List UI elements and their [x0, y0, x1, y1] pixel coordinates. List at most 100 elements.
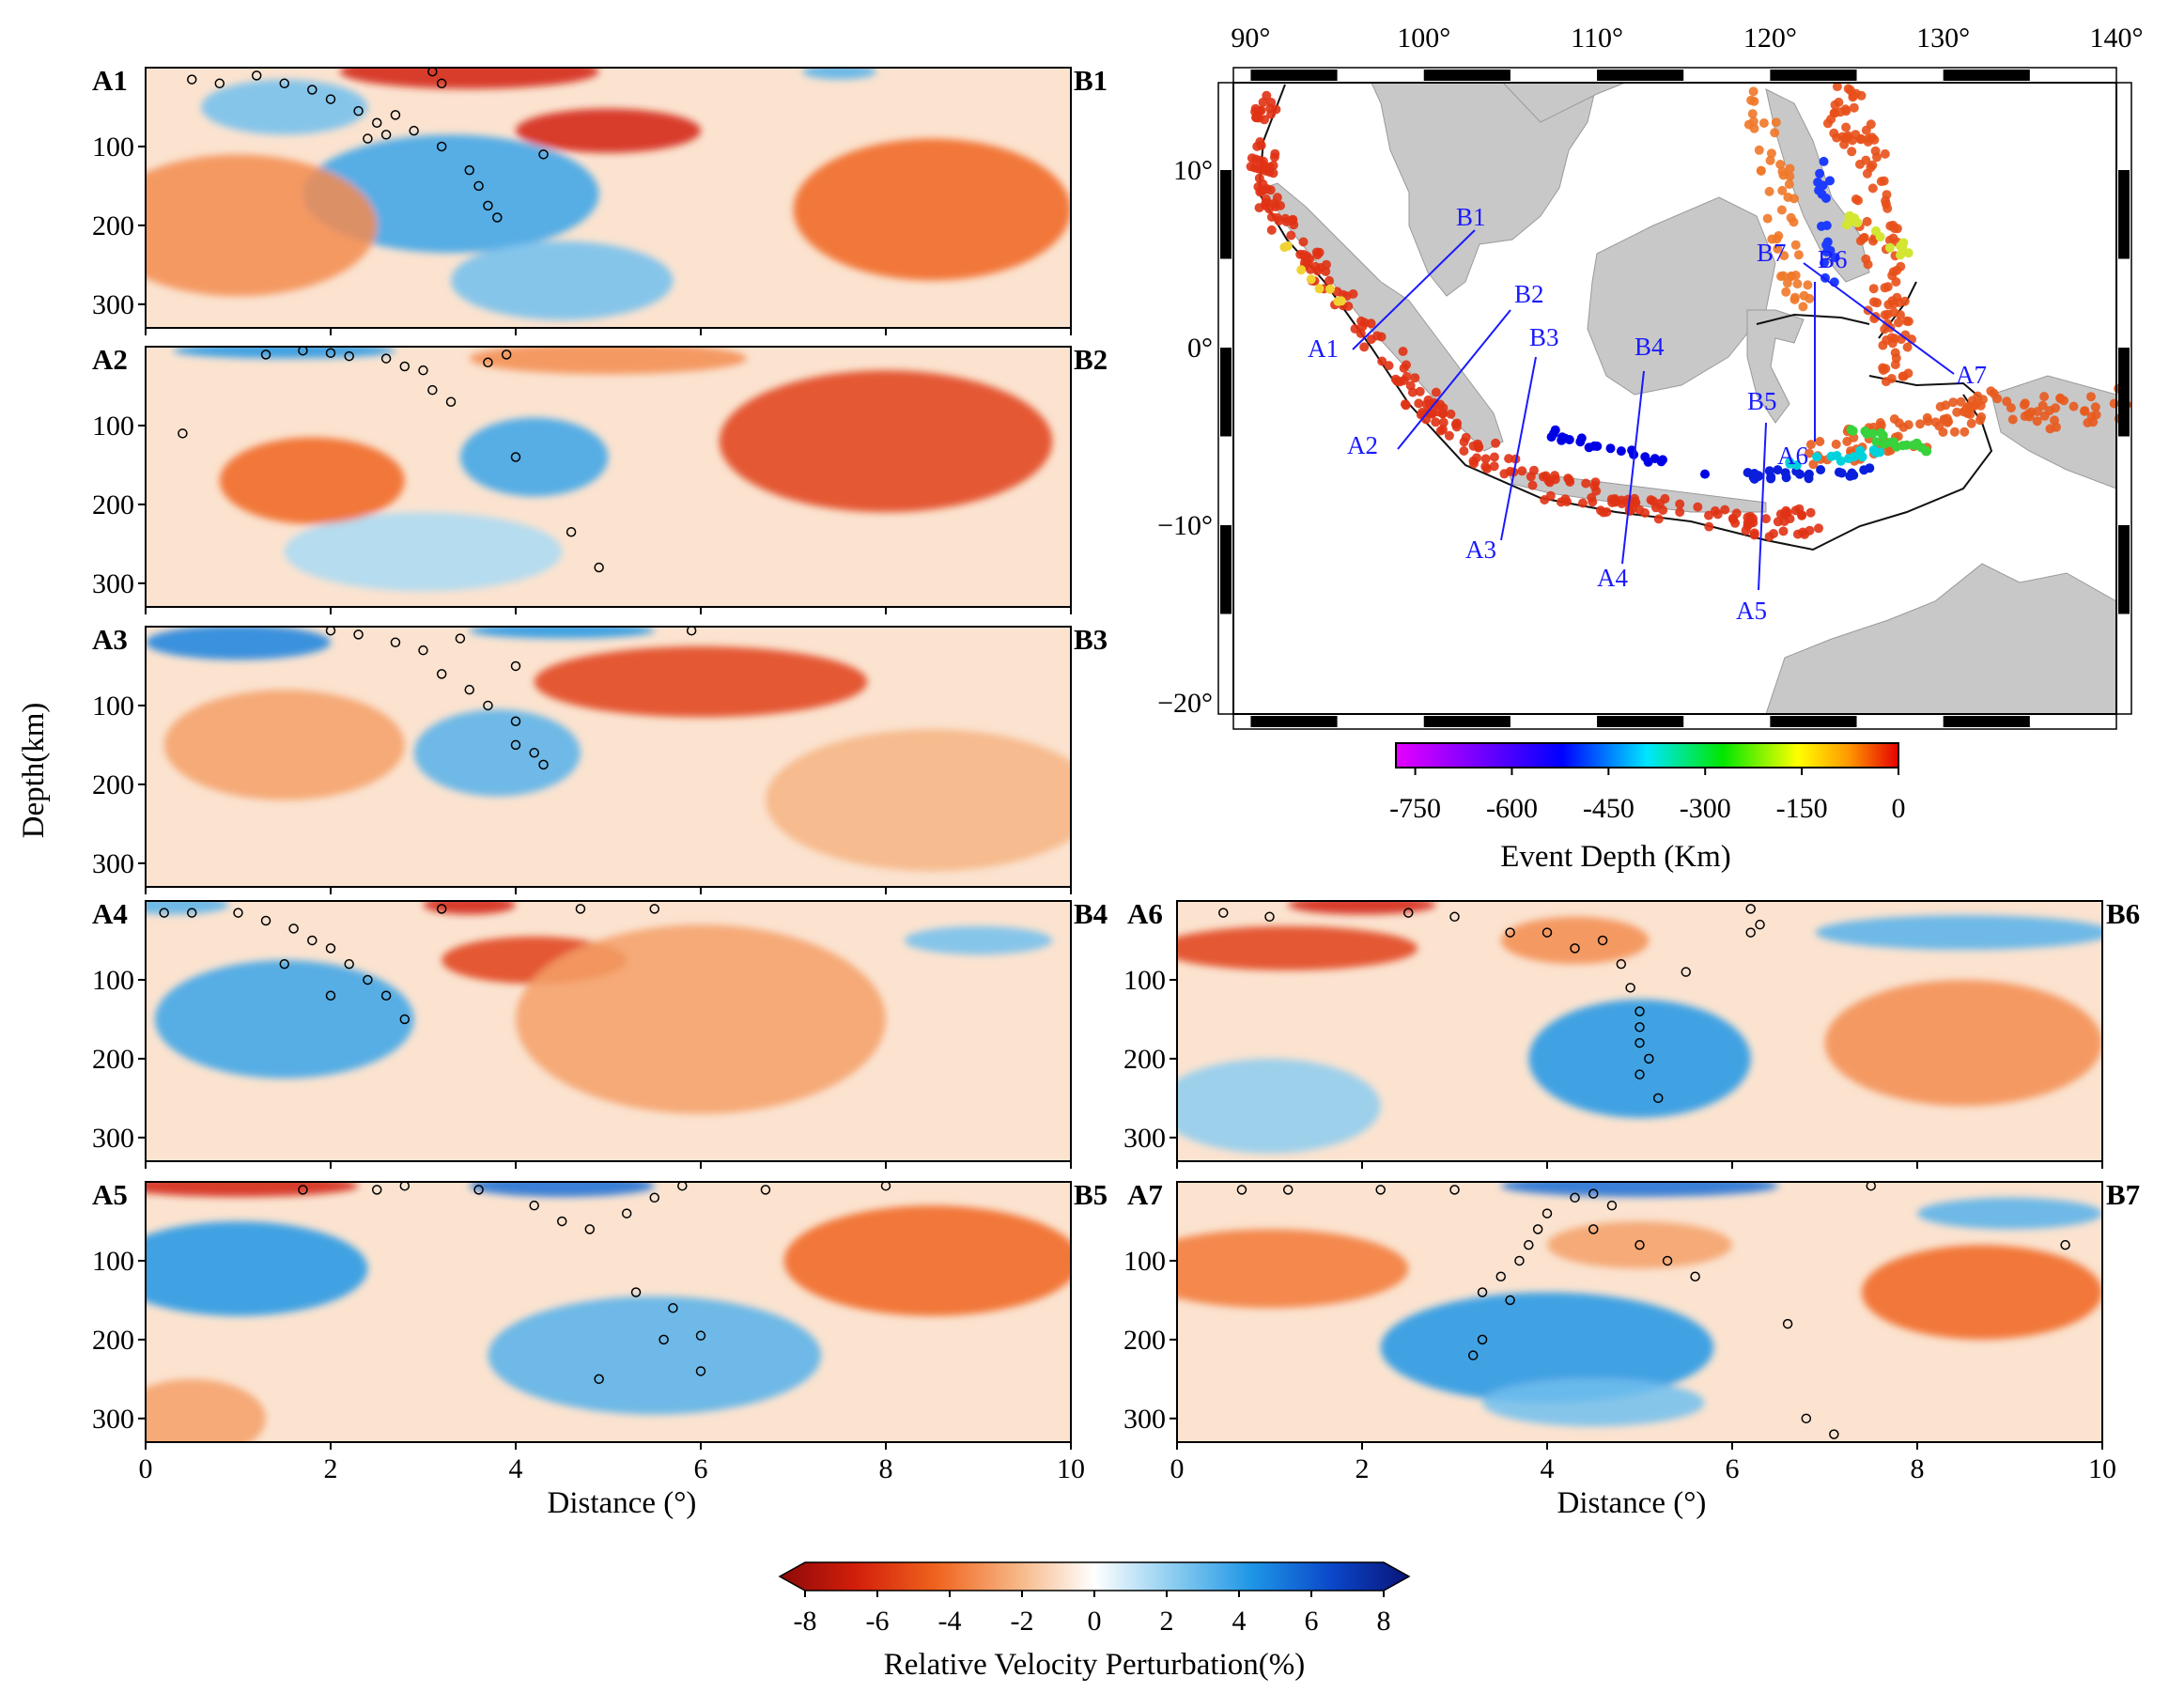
frame-strip-left — [1217, 82, 1234, 715]
velocity-anomaly-high-1 — [146, 901, 229, 915]
velocity-anomaly-high-2 — [469, 1182, 655, 1197]
epicenter-shallow — [1565, 477, 1575, 487]
epicenter-shallow — [1377, 356, 1387, 366]
map-profile-label-a7: A7 — [1956, 361, 1987, 389]
epicenter-shallow — [1538, 472, 1548, 482]
epicenter-shallow — [1459, 446, 1469, 456]
epicenter-deep — [1700, 469, 1710, 479]
frame-bar-left — [1220, 170, 1232, 259]
epicenter-deep — [1871, 437, 1882, 447]
epicenter-shallow — [1798, 302, 1808, 312]
epicenter-shallow — [2080, 406, 2090, 416]
velocity-tick-label-8: 8 — [1377, 1606, 1391, 1637]
velocity-anomaly-high-0 — [173, 347, 395, 359]
earthquake-event — [372, 117, 382, 129]
epicenter-deep — [1849, 470, 1859, 480]
epicenter-shallow — [1269, 152, 1279, 163]
epicenter-deep — [1830, 253, 1840, 263]
y-tick-label-300: 300 — [92, 568, 134, 599]
epicenter-deep — [1825, 176, 1835, 186]
epicenter-shallow — [1868, 297, 1879, 307]
epicenter-shallow — [1805, 448, 1814, 458]
map-profile-label-b7: B7 — [1757, 239, 1787, 267]
epicenter-deep — [1903, 248, 1913, 258]
x-tick-label-4: 4 — [1541, 1453, 1555, 1484]
earthquake-event — [390, 637, 401, 648]
epicenter-shallow — [1851, 194, 1861, 204]
epicenter-deep — [1584, 443, 1594, 453]
epicenter-deep — [1909, 440, 1918, 450]
map-profile-label-b6: B6 — [1818, 245, 1848, 273]
profile-end-label-b2: B2 — [1074, 343, 1108, 376]
earthquake-event — [529, 748, 539, 758]
epicenter-shallow — [1772, 234, 1782, 244]
epicenter-deep — [1794, 469, 1805, 479]
event-colorbar-bar — [1395, 742, 1899, 769]
epicenter-shallow — [1630, 493, 1639, 504]
epicenter-shallow — [1829, 128, 1839, 138]
profile-end-label-b3: B3 — [1074, 623, 1108, 656]
velocity-anomaly-high-1 — [451, 241, 674, 320]
earthquake-event — [353, 105, 364, 116]
epicenter-deep — [1780, 468, 1790, 478]
earthquake-event — [1588, 1224, 1599, 1234]
earthquake-event — [260, 349, 271, 360]
epicenter-shallow — [1922, 412, 1932, 423]
velocity-colorbar-bar — [778, 1561, 1411, 1592]
profile-end-label-b7: B7 — [2106, 1178, 2140, 1211]
profile-start-label-a7: A7 — [1127, 1178, 1163, 1211]
epicenter-shallow — [1588, 497, 1598, 507]
earthquake-event — [557, 1216, 567, 1227]
land-borneo — [1587, 196, 1776, 396]
velocity-anomaly-low-5 — [766, 729, 1071, 872]
earthquake-event — [1524, 1239, 1534, 1250]
earthquake-event — [483, 357, 493, 368]
x-tick-label-8: 8 — [1911, 1453, 1925, 1484]
frame-bar-top — [1423, 70, 1511, 81]
epicenter-shallow — [1935, 401, 1945, 411]
epicenter-shallow — [1851, 88, 1861, 99]
velocity-anomaly-low-6 — [793, 138, 1071, 281]
earthquake-event — [658, 1334, 669, 1345]
y-tick-label-100: 100 — [92, 1246, 134, 1277]
velocity-tick-label-2: -2 — [1011, 1606, 1034, 1637]
profile-start-label-a3: A3 — [92, 623, 128, 656]
epicenter-shallow — [1435, 399, 1446, 410]
epicenter-shallow — [1366, 318, 1376, 329]
epicenter-shallow — [1779, 251, 1789, 261]
frame-bar-top — [1943, 70, 2030, 81]
epicenter-shallow — [1790, 505, 1801, 516]
y-tick-label-200: 200 — [1123, 1044, 1166, 1075]
epicenter-shallow — [1832, 82, 1842, 92]
earthquake-event — [584, 1224, 596, 1234]
epicenter-deep — [1821, 194, 1831, 203]
latitude-label-20: −20° — [1157, 688, 1213, 719]
earthquake-event — [1634, 1006, 1645, 1017]
event-tick-label-600: -600 — [1486, 793, 1538, 824]
longitude-label-90: 90° — [1231, 23, 1270, 54]
epicenter-shallow — [1952, 407, 1962, 417]
epicenter-shallow — [1892, 265, 1902, 275]
earthquake-event — [1570, 943, 1580, 954]
x-tick-label-4: 4 — [509, 1453, 523, 1484]
epicenter-deep — [1832, 451, 1842, 460]
map-profile-label-b4: B4 — [1634, 333, 1665, 361]
epicenter-shallow — [1889, 414, 1899, 424]
epicenter-deep — [1825, 245, 1836, 256]
epicenter-shallow — [1581, 478, 1591, 489]
epicenter-shallow — [1435, 426, 1446, 436]
earthquake-event — [445, 396, 457, 408]
earthquake-event — [565, 527, 577, 537]
frame-bar-bottom — [1770, 716, 1857, 727]
epicenter-deep — [1605, 443, 1616, 454]
velocity-anomaly-high-0 — [1380, 1292, 1714, 1404]
epicenter-shallow — [1863, 259, 1873, 270]
epicenter-shallow — [1975, 415, 1985, 426]
earthquake-event — [1690, 1271, 1700, 1281]
earthquake-event — [880, 1182, 891, 1191]
epicenter-deep — [1616, 446, 1626, 457]
epicenter-shallow — [1747, 109, 1758, 119]
trench-line — [1257, 84, 1993, 551]
x-tick-label-8: 8 — [879, 1453, 893, 1484]
epicenter-shallow — [1790, 271, 1801, 280]
